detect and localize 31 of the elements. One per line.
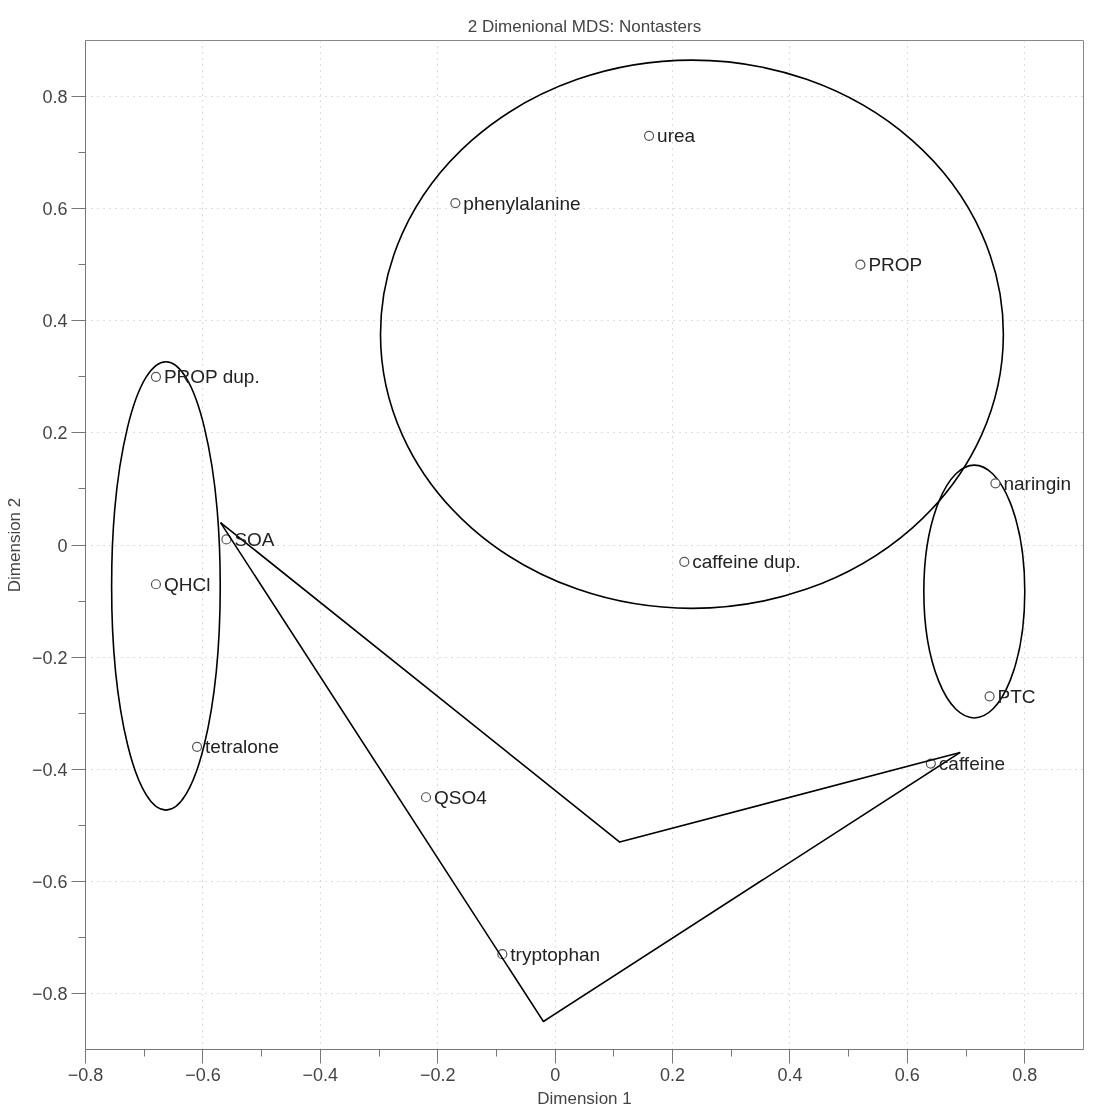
annotation: PROP bbox=[868, 254, 923, 276]
x-tick-label: −0.2 bbox=[419, 1064, 456, 1085]
chart-title: 2 Dimenional MDS: Nontasters bbox=[467, 16, 702, 36]
y-axis-title: Dimension 2 bbox=[4, 497, 24, 593]
x-axis-title: Dimension 1 bbox=[537, 1088, 632, 1108]
y-tick-label: 0 bbox=[57, 535, 68, 556]
y-tick-label: −0.8 bbox=[31, 983, 68, 1004]
annotation: caffeine dup. bbox=[692, 551, 801, 573]
y-tick-label: 0.4 bbox=[42, 311, 68, 332]
y-tick-label: 0.8 bbox=[42, 87, 68, 108]
x-tick-label: 0.2 bbox=[660, 1064, 686, 1085]
annotation: caffeine bbox=[938, 753, 1006, 775]
annotation: tetralone bbox=[205, 736, 279, 758]
x-tick-label: 0 bbox=[550, 1064, 561, 1085]
annotation: naringin bbox=[1003, 472, 1072, 494]
y-tick-label: 0.6 bbox=[42, 199, 68, 220]
y-tick-label: −0.4 bbox=[31, 759, 68, 780]
annotation: phenylalanine bbox=[463, 192, 581, 214]
x-tick-label: −0.4 bbox=[302, 1064, 339, 1085]
annotation: urea bbox=[657, 125, 696, 147]
x-tick-label: 0.8 bbox=[1012, 1064, 1038, 1085]
annotation: QHCl bbox=[163, 573, 211, 595]
x-tick-label: 0.6 bbox=[894, 1064, 920, 1085]
annotation: QSO4 bbox=[433, 786, 488, 808]
y-tick-label: 0.2 bbox=[42, 423, 68, 444]
x-tick-label: −0.6 bbox=[185, 1064, 221, 1085]
x-tick-label: 0.4 bbox=[777, 1064, 803, 1085]
y-tick-label: −0.2 bbox=[31, 647, 68, 668]
annotation: tryptophan bbox=[510, 943, 601, 965]
y-tick-label: −0.6 bbox=[31, 871, 68, 892]
x-tick-label: −0.8 bbox=[67, 1064, 104, 1085]
